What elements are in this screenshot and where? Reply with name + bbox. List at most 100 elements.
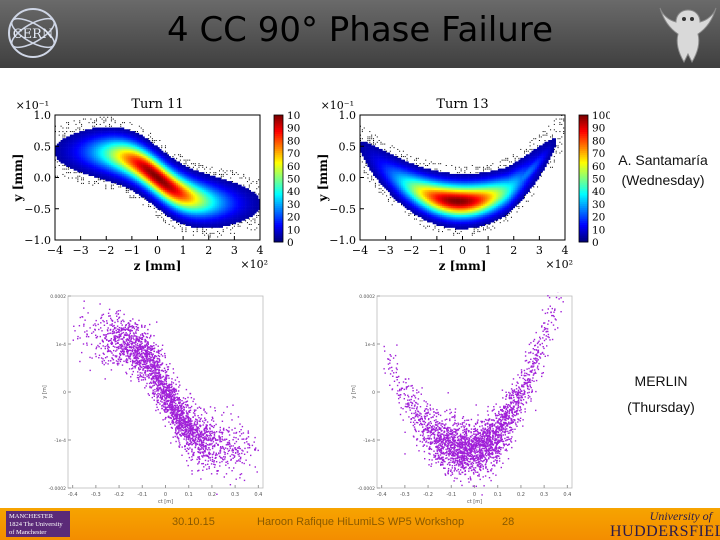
merlin-scatter-left: -0.4 -0.3 -0.2 -0.1 0 0.1 0.2 0.3 0.4 0.0002 1e-4 0… bbox=[42, 294, 264, 504]
y-tick-label: -0.0002 bbox=[49, 486, 67, 492]
x-tick-label: 0.1 bbox=[494, 492, 502, 498]
footer-bar bbox=[0, 508, 720, 540]
colorbar-tick-label: 20 bbox=[592, 212, 605, 224]
annotation-code: MERLIN bbox=[634, 373, 688, 389]
y-tick-label: 0.0 bbox=[339, 172, 357, 185]
y-tick-label: 0.0002 bbox=[50, 294, 66, 300]
x-tick-label: −1 bbox=[429, 244, 445, 257]
x-tick-label: -0.3 bbox=[91, 492, 101, 498]
colorbar-tick-label: 70 bbox=[287, 148, 300, 160]
x-tick-label: -0.2 bbox=[423, 492, 433, 498]
y-axis-label: y [m] bbox=[42, 385, 48, 398]
y-tick-label: 0.5 bbox=[339, 140, 357, 153]
x-multiplier: ×10² bbox=[545, 258, 573, 271]
x-tick-label: 0 bbox=[473, 492, 476, 498]
title-bar bbox=[0, 0, 720, 68]
colorbar-tick-label: 60 bbox=[287, 161, 300, 173]
y-tick-label: 1e-4 bbox=[365, 342, 375, 348]
x-tick-label: −4 bbox=[352, 244, 368, 257]
density-cloud bbox=[55, 116, 261, 238]
y-axis-label: y [m] bbox=[351, 385, 357, 398]
x-tick-label: −1 bbox=[124, 244, 140, 257]
y-tick-label: -0.0002 bbox=[358, 486, 376, 492]
x-tick-label: −3 bbox=[378, 244, 394, 257]
y-axis-label: y [mm] bbox=[316, 154, 330, 203]
colorbar-tick-label: 60 bbox=[592, 161, 605, 173]
x-tick-label: −2 bbox=[98, 244, 114, 257]
y-tick-label: 1.0 bbox=[34, 109, 52, 122]
x-tick-label: 4 bbox=[562, 244, 569, 257]
x-tick-label: 2 bbox=[510, 244, 517, 257]
x-tick-label: 1 bbox=[180, 244, 187, 257]
colorbar-tick-label: 20 bbox=[287, 212, 300, 224]
colorbar-tick-label: 40 bbox=[287, 186, 300, 198]
footer-date: 30.10.15 bbox=[172, 516, 215, 528]
x-tick-label: 1 bbox=[485, 244, 492, 257]
x-tick-label: 4 bbox=[257, 244, 264, 257]
x-tick-label: 0.2 bbox=[517, 492, 525, 498]
x-tick-label: 0.1 bbox=[185, 492, 193, 498]
y-tick-label: −0.5 bbox=[329, 203, 356, 216]
x-tick-label: 0.3 bbox=[231, 492, 239, 498]
y-tick-label: 0.5 bbox=[34, 140, 52, 153]
particle-cloud bbox=[383, 292, 564, 496]
y-tick-label: 0 bbox=[372, 390, 375, 396]
x-tick-label: -0.3 bbox=[400, 492, 410, 498]
x-axis-label: z [mm] bbox=[439, 259, 487, 273]
x-tick-label: 0.3 bbox=[540, 492, 548, 498]
y-multiplier: ×10⁻¹ bbox=[16, 99, 49, 112]
y-tick-label: -1e-4 bbox=[363, 438, 375, 444]
colorbar-tick-label: 70 bbox=[592, 148, 605, 160]
footer-page-number: 28 bbox=[502, 516, 515, 528]
y-tick-label: 0 bbox=[63, 390, 66, 396]
colorbar-tick-label: 50 bbox=[592, 174, 605, 186]
y-tick-label: 1e-4 bbox=[56, 342, 66, 348]
colorbar-tick-label: 10 bbox=[592, 224, 605, 236]
x-tick-label: 3 bbox=[231, 244, 238, 257]
huddersfield-logo-line1: University of bbox=[649, 509, 712, 523]
colorbar-tick-label: 80 bbox=[287, 135, 300, 147]
colorbar-tick-label: 30 bbox=[592, 199, 605, 211]
chart-title: Turn 11 bbox=[131, 97, 183, 112]
x-tick-label: 3 bbox=[536, 244, 543, 257]
density-cloud bbox=[360, 115, 565, 236]
svg-text:CERN: CERN bbox=[13, 27, 54, 42]
annotation-merlin: MERLIN (Thursday) bbox=[606, 368, 716, 420]
y-tick-label: -1e-4 bbox=[54, 438, 66, 444]
x-axis-label: ct [m] bbox=[158, 499, 173, 504]
slide-title: 4 CC 90° Phase Failure bbox=[167, 10, 553, 50]
x-tick-label: -0.4 bbox=[377, 492, 387, 498]
x-axis-label: ct [m] bbox=[467, 499, 482, 504]
heatmap-turn-11: Turn 11 ×10⁻¹ −4 −3 −2 −1 0 1 2 3 4 1.0 0.5 0.0 −0.5 −1… bbox=[11, 97, 300, 273]
x-axis-label: z [mm] bbox=[134, 259, 182, 273]
x-tick-label: −2 bbox=[403, 244, 419, 257]
colorbar-tick-label: 0 bbox=[287, 237, 294, 249]
manchester-logo-text: MANCHESTER 1824 The University of Manche… bbox=[9, 513, 63, 536]
chart-title: Turn 13 bbox=[436, 97, 488, 112]
y-tick-label: 0.0 bbox=[34, 172, 52, 185]
x-tick-label: 0 bbox=[154, 244, 161, 257]
colorbar-frame bbox=[273, 114, 284, 243]
colorbar-tick-label: 40 bbox=[592, 186, 605, 198]
y-axis-label: y [mm] bbox=[11, 154, 25, 203]
colorbar-tick-label: 90 bbox=[592, 123, 605, 135]
colorbar-tick-label: 100 bbox=[592, 110, 610, 122]
y-tick-label: 0.0002 bbox=[359, 294, 375, 300]
y-multiplier: ×10⁻¹ bbox=[321, 99, 354, 112]
x-tick-label: -0.2 bbox=[114, 492, 124, 498]
colorbar-tick-label: 0 bbox=[592, 237, 599, 249]
x-tick-label: −4 bbox=[47, 244, 63, 257]
x-tick-label: 0 bbox=[459, 244, 466, 257]
colorbar-tick-label: 100 bbox=[287, 110, 300, 122]
heatmap-turn-13: Turn 13 ×10⁻¹ −4 −3 −2 −1 0 1 2 3 4 1.0 0.5 0.0 −0.5 −1… bbox=[316, 97, 610, 273]
x-tick-label: -0.1 bbox=[446, 492, 456, 498]
y-tick-label: 1.0 bbox=[339, 109, 357, 122]
x-tick-label: -0.4 bbox=[68, 492, 78, 498]
manchester-logo: MANCHESTER 1824 The University of Manche… bbox=[6, 511, 70, 537]
y-tick-label: −0.5 bbox=[24, 203, 51, 216]
colorbar-tick-label: 80 bbox=[592, 135, 605, 147]
x-multiplier: ×10² bbox=[240, 258, 268, 271]
colorbar bbox=[274, 115, 283, 243]
x-tick-label: 0.2 bbox=[208, 492, 216, 498]
particle-cloud bbox=[72, 300, 259, 495]
